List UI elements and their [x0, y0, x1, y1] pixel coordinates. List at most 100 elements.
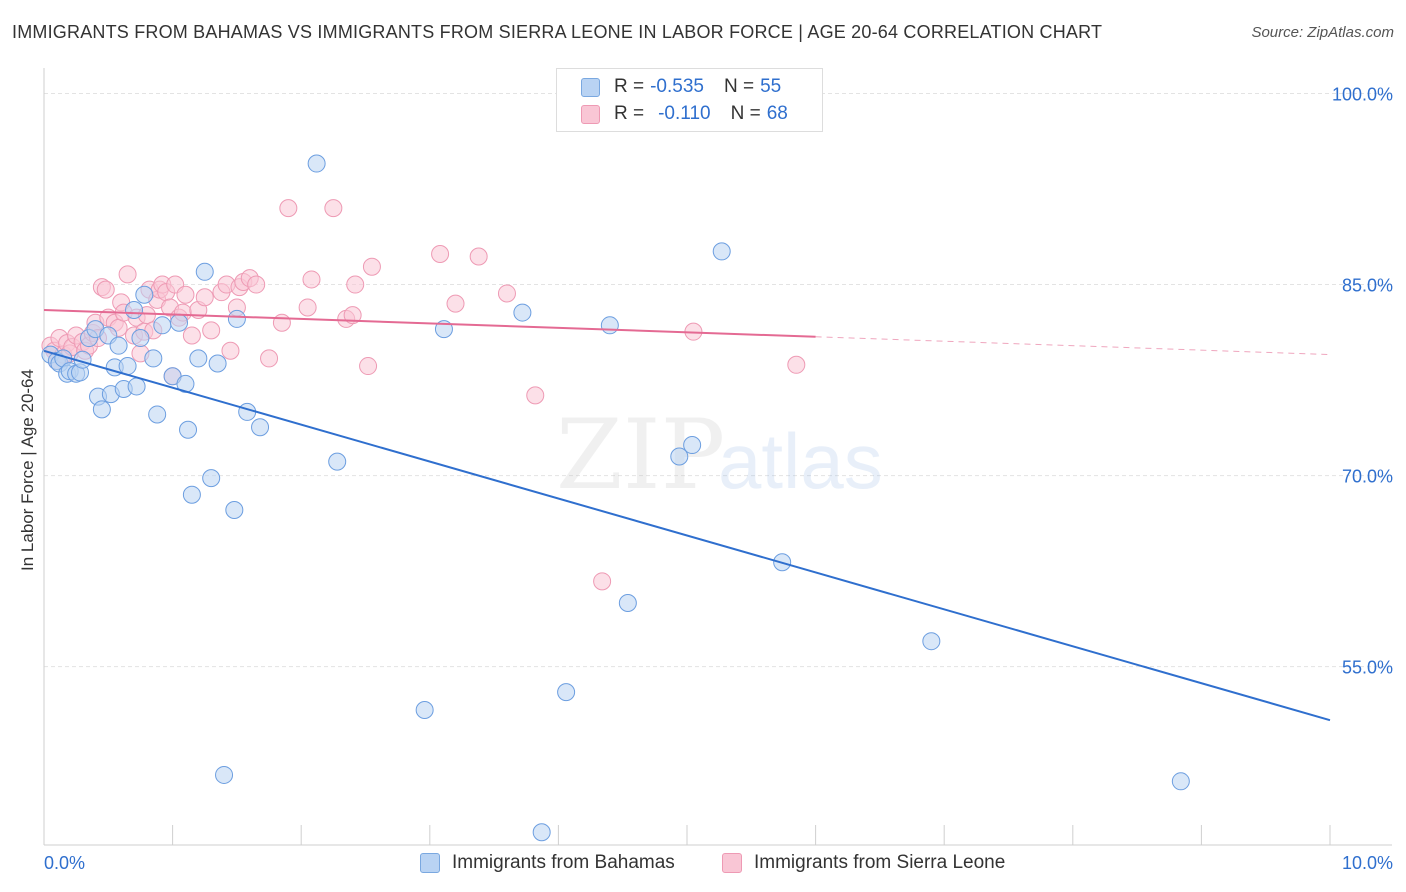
- data-point-sierra-leone: [221, 341, 240, 360]
- tick-labels: 100.0% 85.0% 70.0% 55.0% 0.0% 10.0%: [44, 84, 1393, 873]
- data-point-bahamas: [125, 301, 144, 320]
- chart-title: IMMIGRANTS FROM BAHAMAS VS IMMIGRANTS FR…: [12, 22, 1103, 42]
- trend-line-sierra-leone: [43, 309, 816, 338]
- data-point-sierra-leone: [176, 285, 195, 304]
- data-point-bahamas: [208, 354, 227, 373]
- data-point-sierra-leone: [593, 572, 612, 591]
- legend-item-bahamas[interactable]: Immigrants from Bahamas: [420, 852, 675, 874]
- legend-swatch-pink: [581, 104, 600, 124]
- legend-item-label: Immigrants from Bahamas: [452, 852, 675, 873]
- x-tick-label: 0.0%: [44, 853, 85, 873]
- data-point-bahamas: [227, 309, 246, 328]
- legend-item-sierra-leone[interactable]: Immigrants from Sierra Leone: [722, 852, 1005, 874]
- data-point-bahamas: [109, 336, 128, 355]
- data-point-sierra-leone: [118, 265, 137, 284]
- data-point-bahamas: [179, 420, 198, 439]
- data-point-sierra-leone: [324, 199, 343, 218]
- data-point-sierra-leone: [182, 326, 201, 345]
- data-point-bahamas: [670, 447, 689, 466]
- data-point-bahamas: [513, 303, 532, 322]
- data-point-sierra-leone: [96, 280, 115, 299]
- data-point-sierra-leone: [195, 288, 214, 307]
- data-point-sierra-leone: [202, 321, 221, 340]
- trend-line-sierra-leone-extension: [815, 336, 1331, 356]
- y-tick-label: 70.0%: [1342, 467, 1393, 487]
- series-legend: Immigrants from Bahamas Immigrants from …: [0, 852, 1406, 878]
- data-point-bahamas: [557, 683, 576, 702]
- data-point-sierra-leone: [260, 349, 279, 368]
- data-point-bahamas: [307, 154, 326, 173]
- data-point-sierra-leone: [497, 284, 516, 303]
- source-label: Source: ZipAtlas.com: [1251, 24, 1394, 41]
- data-point-bahamas: [922, 632, 941, 651]
- data-point-bahamas: [195, 262, 214, 281]
- data-point-bahamas: [618, 593, 637, 612]
- legend-n-label: N =: [730, 103, 761, 124]
- legend-swatch-blue: [581, 77, 600, 97]
- data-point-bahamas: [189, 349, 208, 368]
- watermark-atlas: atlas: [718, 417, 883, 505]
- data-point-bahamas: [135, 285, 154, 304]
- data-point-bahamas: [683, 436, 702, 455]
- data-point-sierra-leone: [787, 355, 806, 374]
- correlation-legend: R = -0.535 N = 55 R = -0.110 N = 68: [556, 68, 823, 132]
- legend-r-value: -0.535: [650, 76, 704, 97]
- series-bahamas-points: [41, 154, 1190, 842]
- data-point-sierra-leone: [431, 244, 450, 263]
- legend-r-value: -0.110: [658, 103, 711, 124]
- legend-n-label: N =: [723, 76, 755, 97]
- y-tick-label: 55.0%: [1342, 658, 1393, 678]
- y-tick-label: 100.0%: [1332, 84, 1393, 104]
- data-point-sierra-leone: [526, 386, 545, 405]
- data-point-bahamas: [148, 405, 167, 424]
- legend-swatch-pink: [722, 853, 742, 873]
- legend-r-label: R =: [614, 76, 645, 97]
- data-point-bahamas: [600, 316, 619, 335]
- data-point-bahamas: [712, 242, 731, 261]
- trend-lines: [43, 309, 1331, 722]
- watermark: ZIP atlas: [556, 399, 883, 511]
- data-point-bahamas: [225, 500, 244, 519]
- data-point-bahamas: [92, 400, 111, 419]
- data-point-sierra-leone: [346, 275, 365, 294]
- grid-lines: [44, 92, 1392, 668]
- data-point-sierra-leone: [359, 357, 378, 376]
- data-point-sierra-leone: [469, 247, 488, 266]
- data-point-sierra-leone: [302, 270, 321, 289]
- data-point-bahamas: [202, 469, 221, 488]
- data-point-sierra-leone: [298, 298, 317, 317]
- data-point-bahamas: [153, 316, 172, 335]
- trend-line-bahamas: [43, 349, 1331, 722]
- legend-row-bahamas: R = -0.535 N = 55: [581, 75, 781, 99]
- series-sierra-leone-points: [41, 199, 806, 591]
- data-point-bahamas: [131, 329, 150, 348]
- y-tick-label: 85.0%: [1342, 276, 1393, 296]
- legend-row-sierra-leone: R = -0.110 N = 68: [581, 102, 788, 126]
- data-point-bahamas: [170, 313, 189, 332]
- legend-swatch-blue: [420, 853, 440, 873]
- data-point-bahamas: [144, 349, 163, 368]
- legend-r-label: R =: [614, 103, 645, 124]
- data-point-bahamas: [328, 452, 347, 471]
- legend-n-value: 55: [760, 76, 782, 97]
- data-point-bahamas: [238, 402, 257, 421]
- data-point-bahamas: [127, 377, 146, 396]
- data-point-bahamas: [182, 485, 201, 504]
- data-point-sierra-leone: [247, 275, 266, 294]
- watermark-zip: ZIP: [556, 399, 725, 511]
- y-axis-label: In Labor Force | Age 20-64: [18, 369, 37, 571]
- data-point-sierra-leone: [446, 294, 465, 313]
- axes: [43, 68, 1392, 846]
- data-point-sierra-leone: [272, 313, 291, 332]
- data-point-bahamas: [118, 357, 137, 376]
- data-point-sierra-leone: [279, 199, 298, 218]
- data-point-bahamas: [215, 765, 234, 784]
- legend-n-value: 68: [766, 103, 788, 124]
- x-tick-label: 10.0%: [1342, 853, 1393, 873]
- legend-item-label: Immigrants from Sierra Leone: [754, 852, 1006, 873]
- data-point-bahamas: [415, 700, 434, 719]
- data-point-bahamas: [532, 823, 551, 842]
- data-point-sierra-leone: [362, 257, 381, 276]
- data-point-bahamas: [1171, 772, 1190, 791]
